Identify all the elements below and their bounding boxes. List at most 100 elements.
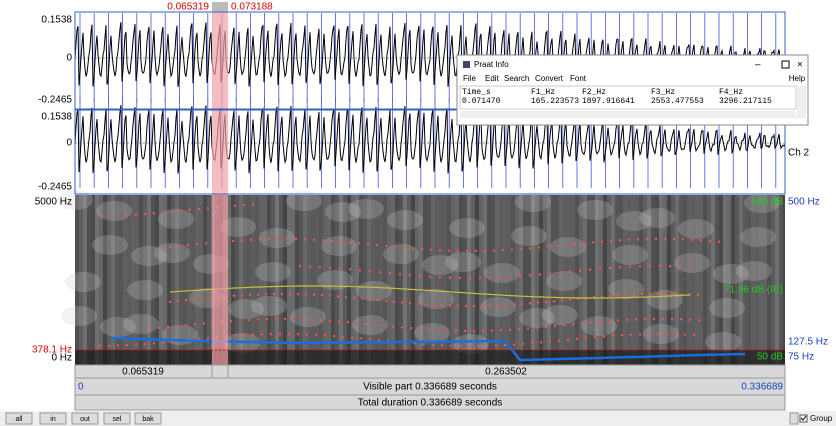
time-mid: 0.263502 <box>485 367 527 378</box>
formant-dot <box>368 270 372 273</box>
formant-dot <box>408 301 412 305</box>
formant-dot <box>530 341 534 345</box>
hscroll[interactable] <box>460 111 796 118</box>
formant-dot <box>265 318 269 321</box>
total-duration: Total duration 0.336689 seconds <box>358 398 503 409</box>
formant-dot <box>251 333 255 336</box>
formant-dot <box>440 304 444 307</box>
spec-blob <box>740 227 776 247</box>
spec-stripe <box>495 195 499 365</box>
spec-blob <box>647 290 683 310</box>
time-seg[interactable] <box>211 364 229 379</box>
formant-dot <box>539 341 543 344</box>
formant-dot <box>152 342 156 345</box>
spec-stripe <box>411 195 415 365</box>
spec-stripe <box>367 195 371 365</box>
formant-dot <box>348 241 352 244</box>
spec-stripe <box>191 195 195 365</box>
spec-stripe <box>667 195 671 365</box>
formant-dot <box>319 318 323 322</box>
formant-dot <box>636 238 640 241</box>
minimize[interactable]: – <box>755 60 761 71</box>
formant-dot <box>424 303 428 306</box>
formant-dot <box>517 327 521 331</box>
toolbar-button[interactable] <box>134 412 162 425</box>
formant-dot <box>166 325 170 329</box>
menu-item[interactable]: Edit <box>485 74 500 83</box>
spec-blob <box>546 271 582 291</box>
formant-dot <box>440 344 444 347</box>
total-bar[interactable] <box>74 394 786 411</box>
formant-dot <box>672 292 676 296</box>
formant-dot <box>359 337 363 340</box>
spec-stripe <box>163 195 167 365</box>
toolbar-button[interactable] <box>39 412 67 425</box>
menu-item[interactable]: Convert <box>535 74 564 83</box>
formant-dot <box>411 247 415 250</box>
spec-stripe <box>87 195 91 365</box>
spec-stripe <box>91 195 95 365</box>
spec-stripe <box>303 195 307 365</box>
spec-stripe <box>363 195 367 365</box>
formant-dot <box>504 303 508 307</box>
column-value: 165.223573 <box>531 97 579 106</box>
spec-stripe <box>403 195 407 365</box>
formant-dot <box>600 240 604 243</box>
formant-dot <box>143 212 147 216</box>
scroll-right[interactable] <box>789 412 799 425</box>
formant-dot <box>348 268 352 271</box>
spec-stripe <box>543 195 547 365</box>
spec-stripe <box>235 195 239 365</box>
spec-stripe <box>335 195 339 365</box>
formant-dot <box>616 294 620 297</box>
spec-stripe <box>375 195 379 365</box>
spec-blob <box>709 298 745 318</box>
spec-stripe <box>427 195 431 365</box>
menu-item[interactable]: Search <box>504 74 529 83</box>
formant-dot <box>638 265 642 268</box>
menu-item[interactable]: Font <box>570 74 587 83</box>
formant-dot <box>242 334 246 337</box>
formant-dot <box>616 319 620 322</box>
formant-dot <box>143 342 147 346</box>
formant-dot <box>107 214 111 218</box>
formant-dot <box>526 327 530 330</box>
formant-dot <box>670 317 674 321</box>
formant-dot <box>463 329 467 333</box>
spec-stripe <box>775 195 779 365</box>
column-header: F4_Hz <box>719 88 743 97</box>
formant-dot <box>355 321 359 325</box>
formant-dot <box>161 341 165 344</box>
formant-dot <box>638 333 642 336</box>
spec-stripe <box>671 195 675 365</box>
formant-dot <box>447 249 451 252</box>
menu-item[interactable]: File <box>463 74 476 83</box>
info-help[interactable]: Help <box>789 74 806 83</box>
spec-stripe <box>359 195 363 365</box>
spec-stripe <box>383 195 387 365</box>
formant-dot <box>408 273 412 277</box>
formant-dot <box>578 269 582 272</box>
formant-dot <box>624 293 628 297</box>
formant-dot <box>274 317 278 321</box>
toolbar-button[interactable] <box>71 412 99 425</box>
spec-stripe <box>423 195 427 365</box>
formant-dot <box>157 326 161 330</box>
formant-dot <box>377 339 381 342</box>
maximize[interactable] <box>781 60 790 69</box>
formant-dot <box>301 318 305 321</box>
spec-stripe <box>83 195 87 365</box>
formant-dot <box>204 242 208 245</box>
toolbar-button[interactable] <box>5 412 33 425</box>
close[interactable]: × <box>797 60 803 71</box>
spec-stripe <box>515 195 519 365</box>
spec-blob <box>220 217 256 237</box>
toolbar-button[interactable] <box>103 412 131 425</box>
spec-stripe <box>275 195 279 365</box>
formant-dot <box>134 213 138 216</box>
formant-dot <box>328 266 332 269</box>
formant-dot <box>552 299 556 303</box>
spec-stripe <box>443 195 447 365</box>
vscroll[interactable] <box>797 86 806 118</box>
